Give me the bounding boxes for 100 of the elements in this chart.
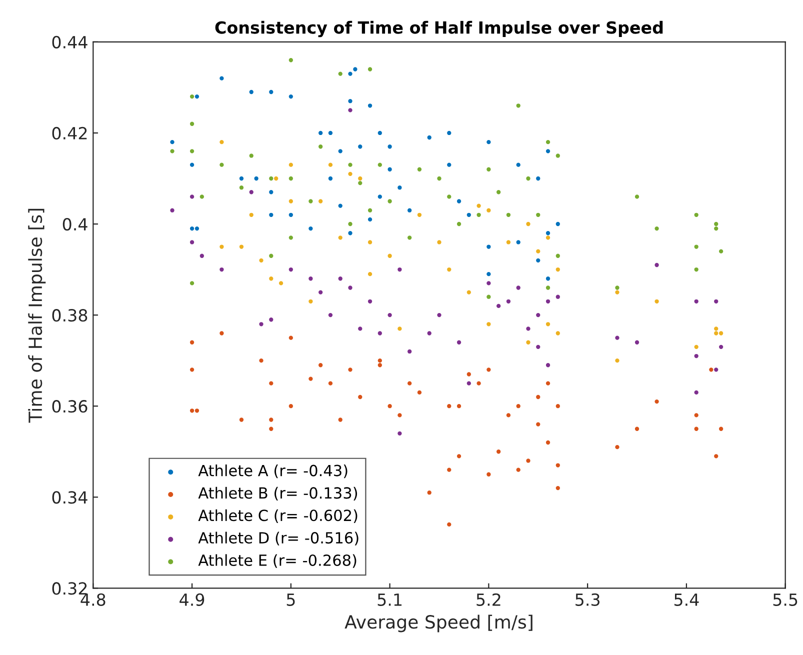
point	[348, 368, 352, 372]
point	[269, 381, 274, 386]
point	[398, 413, 402, 418]
y-tick-label: 0.44	[52, 36, 88, 48]
point	[318, 199, 323, 204]
point	[269, 212, 274, 217]
point	[447, 404, 452, 408]
point	[718, 344, 724, 350]
point	[398, 186, 402, 190]
point	[694, 354, 698, 358]
point	[486, 294, 491, 299]
point	[348, 108, 352, 112]
point	[190, 94, 194, 99]
y-tick-label: 0.32	[52, 582, 87, 595]
point	[407, 381, 412, 386]
point	[338, 236, 342, 240]
point	[466, 290, 471, 294]
point	[239, 186, 244, 190]
point	[654, 226, 659, 231]
point	[338, 418, 342, 422]
point	[694, 212, 698, 217]
point	[190, 162, 194, 167]
point	[358, 394, 362, 400]
point	[694, 390, 698, 395]
point	[506, 299, 511, 304]
point	[615, 358, 620, 363]
point	[456, 222, 462, 226]
point	[447, 267, 452, 272]
point	[368, 299, 372, 304]
y-axis-title: Time of Half Impulse [s]	[28, 208, 46, 423]
point	[427, 490, 432, 495]
point	[194, 94, 200, 99]
point	[546, 236, 550, 240]
point	[456, 454, 462, 458]
point	[447, 130, 452, 136]
point	[274, 176, 278, 181]
point	[288, 94, 293, 99]
point	[288, 267, 293, 272]
point	[288, 199, 293, 204]
point	[694, 426, 698, 431]
point	[654, 399, 659, 404]
point	[714, 454, 718, 458]
point	[456, 340, 462, 344]
point	[239, 244, 244, 249]
point	[388, 312, 392, 318]
point	[536, 249, 540, 254]
point	[486, 208, 491, 212]
point	[353, 67, 358, 72]
point	[536, 176, 540, 181]
point	[288, 58, 293, 62]
point	[308, 226, 313, 231]
point	[615, 286, 620, 290]
point	[249, 190, 254, 194]
point	[694, 244, 698, 249]
point	[368, 208, 372, 212]
point	[388, 199, 392, 204]
point	[516, 240, 520, 244]
point	[615, 336, 620, 340]
point	[516, 468, 520, 472]
x-tick-label: 5.2	[476, 593, 500, 606]
x-tick-label: 5.3	[576, 593, 600, 606]
point	[714, 331, 718, 336]
point	[269, 176, 274, 181]
point	[378, 162, 382, 167]
point	[546, 363, 550, 368]
point	[417, 167, 422, 172]
point	[476, 381, 481, 386]
point	[526, 222, 530, 226]
point	[378, 358, 382, 363]
x-tick-label: 5.4	[674, 594, 699, 606]
point	[318, 144, 323, 149]
point	[486, 322, 491, 326]
legend-label: Athlete D (r= -0.516)	[198, 532, 358, 546]
point	[398, 431, 402, 436]
point	[388, 144, 392, 149]
y-tick-label: 0.36	[52, 400, 88, 413]
point	[249, 154, 254, 158]
point	[466, 372, 471, 376]
point	[496, 190, 501, 194]
point	[437, 240, 442, 244]
x-tick-label: 4.8	[80, 593, 106, 606]
point	[269, 418, 274, 422]
point	[239, 176, 244, 181]
point	[526, 458, 530, 463]
point	[536, 258, 540, 263]
point	[200, 254, 204, 258]
point	[506, 212, 511, 217]
x-tick-label: 4.9	[180, 593, 204, 606]
point	[378, 363, 382, 368]
point	[220, 76, 224, 80]
point	[556, 331, 560, 336]
point	[190, 281, 194, 286]
point	[398, 326, 402, 331]
point	[615, 444, 620, 450]
point	[278, 281, 284, 286]
point	[368, 272, 372, 276]
point	[220, 331, 224, 336]
point	[388, 254, 392, 258]
chart-title: Consistency of Time of Half Impulse over Speed	[215, 20, 663, 38]
point	[378, 194, 382, 199]
